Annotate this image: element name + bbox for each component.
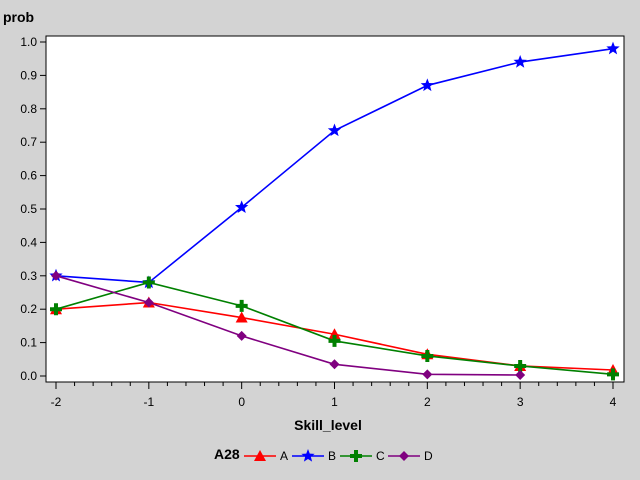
series-d-point: [143, 297, 154, 308]
y-tick-label: 0.5: [20, 202, 37, 216]
series-c-point: [514, 359, 527, 372]
legend-a-label: A: [280, 449, 288, 463]
y-tick-label: 0.0: [20, 369, 37, 383]
y-tick-label: 0.6: [20, 169, 37, 183]
series-d-point: [51, 270, 61, 281]
series-d-point: [329, 359, 340, 370]
series-d-point: [236, 330, 247, 341]
plot-area: [45, 35, 625, 383]
x-tick-label: 2: [424, 395, 431, 409]
series-b-point: [420, 78, 434, 92]
series-c-point: [50, 303, 62, 316]
legend-c-marker: [350, 450, 362, 462]
series-c-point: [421, 349, 434, 362]
series-b-point: [606, 41, 620, 55]
series-c-point: [607, 368, 619, 381]
series-c-point: [142, 276, 155, 289]
x-tick-label: 0: [238, 395, 245, 409]
legend-title: A28: [214, 446, 240, 462]
y-tick-label: 0.2: [20, 302, 37, 316]
x-tick-label: -1: [143, 395, 154, 409]
legend-b-label: B: [328, 449, 336, 463]
series-d-line: [55, 275, 521, 376]
series-c-point: [328, 334, 341, 347]
legend-a-marker: [254, 450, 266, 461]
legend-d-marker: [399, 451, 409, 461]
series-c-point: [235, 299, 248, 312]
series-d-point: [515, 369, 526, 380]
y-tick-label: 0.9: [20, 68, 37, 82]
x-tick-label: 3: [517, 395, 524, 409]
x-tick-label: -2: [51, 395, 62, 409]
y-tick-label: 0.7: [20, 135, 37, 149]
x-tick-label: 1: [331, 395, 338, 409]
y-tick-label: 1.0: [20, 35, 37, 49]
x-tick-label: 4: [610, 395, 617, 409]
legend-d-label: D: [424, 449, 433, 463]
series-b-point: [235, 200, 249, 213]
series-a-point: [328, 328, 341, 340]
y-tick-label: 0.3: [20, 269, 37, 283]
y-tick-label: 0.8: [20, 102, 37, 116]
legend-c-label: C: [376, 449, 385, 463]
y-axis-title: prob: [3, 9, 34, 25]
series-b-point: [513, 55, 527, 68]
series-a-point: [235, 311, 248, 323]
legend-b-marker: [301, 449, 315, 462]
y-tick-label: 0.1: [20, 336, 37, 350]
x-axis-title: Skill_level: [294, 417, 362, 433]
y-tick-label: 0.4: [20, 235, 37, 249]
series-d-point: [422, 369, 433, 380]
series-b-point: [327, 123, 342, 137]
